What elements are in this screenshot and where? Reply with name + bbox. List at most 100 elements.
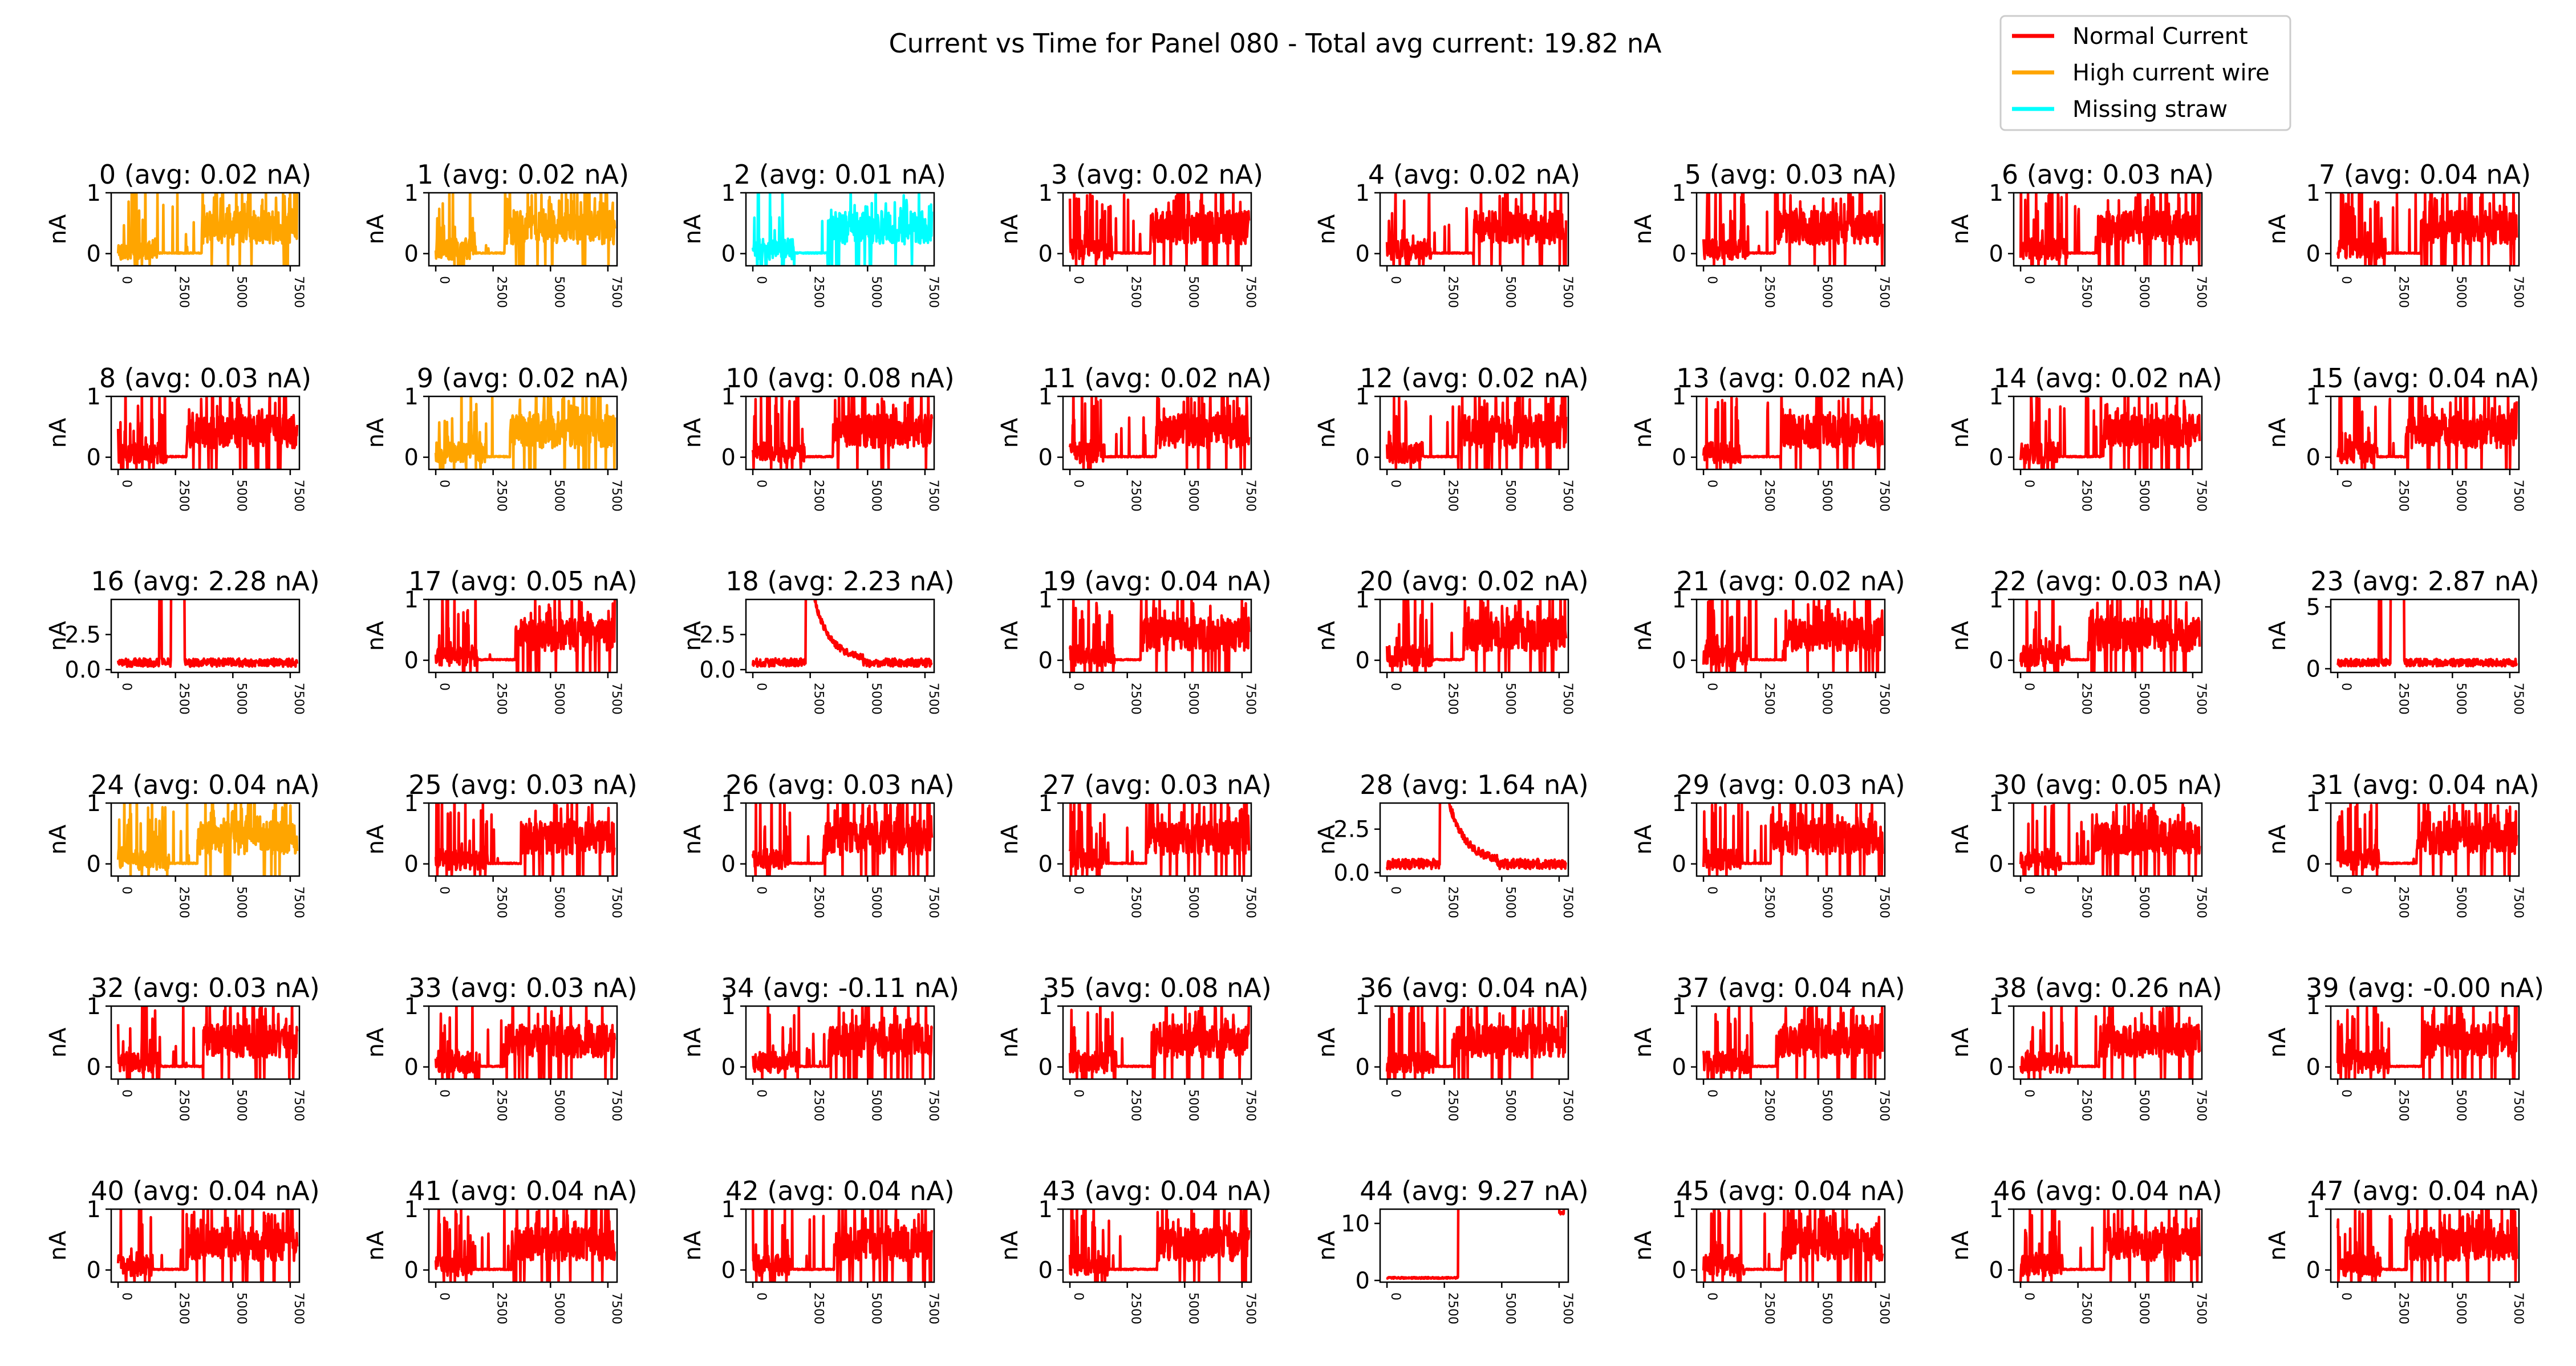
xtick-label-3-1: 2500 [1129, 276, 1143, 308]
ytick-label-45-1: 1 [1672, 1197, 1686, 1223]
subplot-title-25: 25 (avg: 0.03 nA) [408, 769, 637, 800]
xtick-label-25-3: 7500 [609, 886, 623, 918]
xtick-label-17-0: 0 [437, 683, 451, 691]
xtick-label-26-3: 7500 [926, 886, 940, 918]
ytick-label-39-1: 1 [2306, 994, 2321, 1020]
xtick-label-37-3: 7500 [1877, 1089, 1891, 1121]
ylabel-18: nA [680, 621, 706, 651]
ylabel-2: nA [680, 214, 706, 244]
ylabel-38: nA [1948, 1027, 1974, 1057]
subplot-25: 25 (avg: 0.03 nA) 0 1 nA 0 2500 5000 7500 [363, 769, 638, 918]
xtick-label-33-3: 7500 [609, 1089, 623, 1121]
xtick-label-33-1: 2500 [494, 1089, 509, 1121]
ytick-label-37-0: 0 [1672, 1055, 1686, 1081]
subplot-20: 20 (avg: 0.02 nA) 0 1 nA 0 2500 5000 7500 [1314, 566, 1589, 715]
ylabel-26: nA [680, 824, 706, 854]
ytick-label-28-1: 2.5 [1333, 817, 1370, 843]
axes-frame-45 [1695, 1208, 1886, 1283]
xtick-label-16-3: 7500 [291, 683, 306, 715]
chart-title: Current vs Time for Panel 080 - Total av… [889, 28, 1662, 59]
subplot-title-10: 10 (avg: 0.08 nA) [725, 363, 954, 394]
xtick-label-29-3: 7500 [1877, 886, 1891, 918]
xtick-label-31-2: 5000 [2453, 886, 2468, 918]
subplot-8: 8 (avg: 0.03 nA) 0 1 nA 0 2500 5000 7500 [45, 363, 311, 512]
series-line-36 [1385, 1006, 1568, 1079]
xtick-label-46-0: 0 [2022, 1292, 2036, 1300]
xtick-label-21-2: 5000 [1819, 683, 1833, 715]
ylabel-33: nA [363, 1027, 389, 1057]
subplot-title-18: 18 (avg: 2.23 nA) [725, 566, 954, 597]
subplot-title-43: 43 (avg: 0.04 nA) [1042, 1176, 1271, 1206]
xtick-label-35-2: 5000 [1186, 1089, 1200, 1121]
ytick-label-8-0: 0 [87, 445, 101, 471]
xtick-label-19-3: 7500 [1243, 683, 1257, 715]
xtick-label-26-0: 0 [754, 886, 768, 894]
subplot-30: 30 (avg: 0.05 nA) 0 1 nA 0 2500 5000 7500 [1948, 769, 2222, 918]
ytick-label-41-1: 1 [404, 1197, 419, 1223]
subplot-title-46: 46 (avg: 0.04 nA) [1993, 1176, 2222, 1206]
ytick-label-8-1: 1 [87, 384, 101, 410]
ylabel-29: nA [1630, 824, 1657, 854]
xtick-label-28-0: 0 [1388, 886, 1402, 894]
ytick-label-42-0: 0 [721, 1258, 736, 1284]
xtick-label-14-2: 5000 [2136, 480, 2151, 512]
xtick-label-45-1: 2500 [1762, 1292, 1776, 1324]
subplot-28: 28 (avg: 1.64 nA) 0.0 2.5nA 0 2500 5000 7500 [1314, 769, 1589, 918]
axes-frame-6 [2013, 192, 2203, 267]
xtick-label-0-0: 0 [119, 276, 133, 284]
subplot-22: 22 (avg: 0.03 nA) 0 1 nA 0 2500 5000 7500 [1948, 566, 2222, 715]
subplot-title-28: 28 (avg: 1.64 nA) [1360, 769, 1588, 800]
series-line-47 [2336, 1209, 2518, 1282]
xtick-label-40-3: 7500 [291, 1292, 306, 1324]
ytick-label-25-1: 1 [404, 791, 419, 817]
axes-frame-4 [1379, 192, 1569, 267]
series-line-37 [1702, 1006, 1884, 1079]
subplot-41: 41 (avg: 0.04 nA) 0 1 nA 0 2500 5000 7500 [363, 1176, 638, 1324]
subplot-18: 18 (avg: 2.23 nA) 0.0 2.5nA 0 2500 5000 7500 [680, 566, 955, 715]
subplot-title-32: 32 (avg: 0.03 nA) [91, 972, 319, 1003]
ytick-label-44-1: 10 [1341, 1211, 1370, 1237]
xtick-label-42-3: 7500 [926, 1292, 940, 1324]
ytick-label-23-1: 5 [2306, 594, 2321, 621]
ylabel-14: nA [1948, 417, 1974, 448]
axes-frame-23 [2330, 598, 2520, 674]
series-line-42 [751, 1209, 934, 1282]
axes-frame-37 [1695, 1005, 1886, 1080]
xtick-label-6-3: 7500 [2194, 276, 2208, 308]
ytick-label-40-1: 1 [87, 1197, 101, 1223]
xtick-label-26-1: 2500 [812, 886, 826, 918]
axes-frame-42 [745, 1208, 935, 1283]
ylabel-9: nA [363, 417, 389, 448]
xtick-label-32-1: 2500 [177, 1089, 191, 1121]
subplot-9: 9 (avg: 0.02 nA) 0 1 nA 0 2500 5000 7500 [363, 363, 629, 512]
subplot-29: 29 (avg: 0.03 nA) 0 1 nA 0 2500 5000 7500 [1630, 769, 1905, 918]
subplot-title-6: 6 (avg: 0.03 nA) [2002, 159, 2214, 190]
axes-frame-47 [2330, 1208, 2520, 1283]
ytick-label-42-1: 1 [721, 1197, 736, 1223]
ylabel-12: nA [1314, 417, 1340, 448]
ytick-label-3-0: 0 [1038, 241, 1053, 267]
ytick-label-20-0: 0 [1356, 648, 1370, 674]
series-line-3 [1068, 193, 1251, 266]
series-line-34 [751, 1006, 934, 1079]
series-line-18 [751, 599, 933, 668]
xtick-label-22-0: 0 [2022, 683, 2036, 691]
ytick-label-2-0: 0 [721, 241, 736, 267]
xtick-label-33-0: 0 [437, 1089, 451, 1097]
ytick-label-7-1: 1 [2306, 180, 2321, 206]
ylabel-0: nA [45, 214, 71, 244]
xtick-label-30-3: 7500 [2194, 886, 2208, 918]
xtick-label-11-1: 2500 [1129, 480, 1143, 512]
ylabel-17: nA [363, 621, 389, 651]
xtick-label-22-2: 5000 [2136, 683, 2151, 715]
xtick-label-35-1: 2500 [1129, 1089, 1143, 1121]
series-line-20 [1385, 599, 1568, 672]
xtick-label-18-2: 5000 [869, 683, 883, 715]
ytick-label-47-0: 0 [2306, 1258, 2321, 1284]
axes-frame-29 [1695, 802, 1886, 877]
ytick-label-15-0: 0 [2306, 445, 2321, 471]
ytick-label-20-1: 1 [1356, 587, 1370, 613]
xtick-label-7-1: 2500 [2396, 276, 2411, 308]
xtick-label-6-1: 2500 [2079, 276, 2094, 308]
ylabel-37: nA [1630, 1027, 1657, 1057]
